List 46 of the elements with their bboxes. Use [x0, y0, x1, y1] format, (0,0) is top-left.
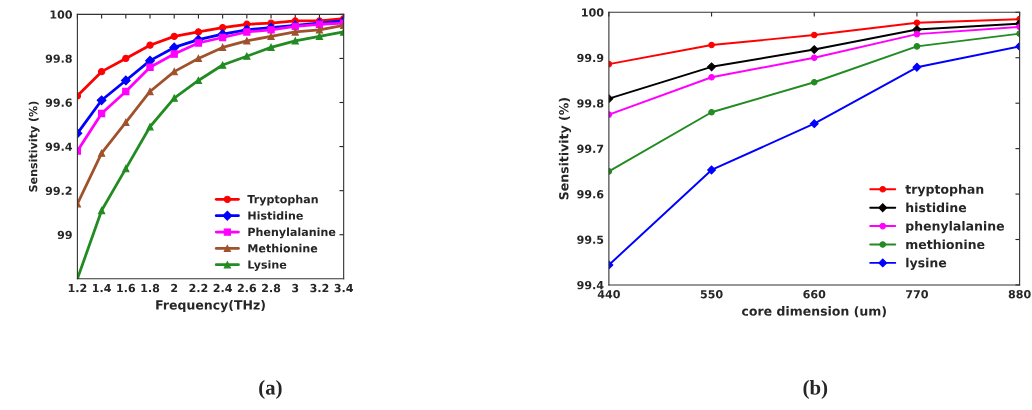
x-axis-title: core dimension (um) [742, 306, 886, 318]
legend-label: phenylalanine [906, 220, 1005, 234]
y-tick-label: 99 [57, 230, 72, 240]
y-tick-label: 99.4 [45, 142, 73, 151]
legend-label: Histidine [248, 211, 303, 220]
x-tick-label: 1.8 [141, 283, 160, 293]
x-tick-label: 2.6 [237, 283, 257, 293]
x-tick-label: 3.2 [310, 283, 329, 293]
y-tick-label: 100 [582, 8, 604, 17]
y-tick-label: 100 [50, 10, 73, 19]
legend-label: histidine [906, 202, 967, 213]
y-axis-title: Sensitivity (%) [558, 98, 572, 200]
y-tick-label: 99.4 [577, 280, 604, 290]
y-tick-label: 99.7 [577, 144, 604, 153]
x-tick-label: 1.2 [68, 283, 87, 293]
x-tick-label: 440 [597, 290, 620, 299]
legend-label: Lysine [248, 260, 287, 272]
x-tick-label: 1.4 [93, 284, 111, 293]
y-tick-label: 99.2 [45, 186, 72, 196]
text: (a) [259, 380, 282, 399]
y-tick-label: 99.9 [577, 53, 604, 63]
legend-label: Methionine [248, 243, 318, 253]
legend-label: methionine [906, 239, 985, 250]
x-tick-label: 2.4 [213, 283, 232, 293]
y-tick-label: 99.8 [45, 54, 72, 63]
legend-label: Tryptophan [247, 194, 318, 206]
x-tick-label: 3.4 [334, 283, 353, 293]
y-axis-title: Sensitivity (%) [28, 101, 40, 192]
x-tick-label: 2 [171, 283, 178, 293]
x-tick-label: 660 [803, 290, 826, 299]
x-tick-label: 1.6 [117, 283, 136, 293]
x-tick-label: 2.8 [262, 283, 281, 293]
x-tick-label: 770 [906, 290, 928, 299]
x-tick-label: 880 [1008, 290, 1031, 299]
text: (b) [803, 380, 828, 399]
legend-label: Phenylalanine [248, 227, 336, 239]
x-axis-title: Frequency(THz) [156, 299, 265, 313]
legend-label: tryptophan [905, 184, 984, 197]
y-tick-label: 99.8 [577, 99, 604, 108]
y-tick-label: 99.5 [577, 235, 604, 244]
x-tick-label: 550 [700, 290, 723, 299]
x-tick-label: 3 [292, 283, 299, 293]
x-tick-label: 2.2 [189, 283, 208, 293]
legend-label: lysine [906, 257, 947, 270]
y-tick-label: 99.6 [577, 190, 604, 199]
y-tick-label: 99.6 [45, 98, 72, 107]
